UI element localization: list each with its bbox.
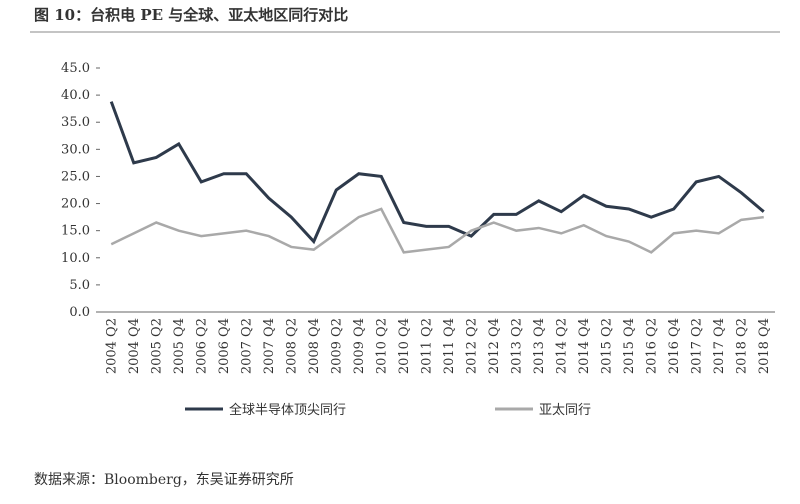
x-tick-label: 2015 Q2 — [599, 318, 614, 374]
x-tick-label: 2004 Q2 — [104, 318, 119, 374]
x-tick-label: 2007 Q2 — [239, 318, 254, 374]
y-tick-label: 35.0 — [61, 115, 90, 130]
x-tick-label: 2012 Q4 — [487, 318, 502, 374]
x-tick-label: 2015 Q4 — [622, 318, 637, 374]
y-tick-label: 40.0 — [61, 88, 90, 103]
y-tick-label: 30.0 — [61, 142, 90, 157]
series-line — [110, 207, 764, 254]
x-tick-label: 2012 Q2 — [464, 318, 479, 374]
y-tick-label: 5.0 — [69, 278, 90, 293]
x-tick-label: 2018 Q4 — [757, 318, 772, 374]
x-tick-label: 2004 Q4 — [127, 318, 142, 374]
x-tick-label: 2017 Q2 — [689, 318, 704, 374]
y-tick-label: 15.0 — [61, 224, 90, 239]
chart-title: 图 10：台积电 PE 与全球、亚太地区同行对比 — [34, 6, 348, 24]
x-tick-label: 2010 Q4 — [397, 318, 412, 374]
source-note: 数据来源：Bloomberg，东吴证券研究所 — [34, 472, 294, 488]
x-tick-label: 2013 Q4 — [532, 318, 547, 374]
y-tick-label: 20.0 — [61, 197, 90, 212]
series-line — [109, 101, 765, 245]
x-tick-label: 2014 Q4 — [577, 318, 592, 374]
legend-label: 全球半导体顶尖同行 — [229, 402, 346, 418]
x-tick-label: 2013 Q2 — [509, 318, 524, 374]
x-tick-label: 2010 Q2 — [374, 318, 389, 374]
x-tick-label: 2006 Q4 — [217, 318, 232, 374]
x-tick-label: 2018 Q2 — [734, 318, 749, 374]
x-tick-label: 2017 Q4 — [712, 318, 727, 374]
x-tick-label: 2005 Q4 — [172, 318, 187, 374]
x-tick-label: 2008 Q2 — [284, 318, 299, 374]
y-tick-label: 0.0 — [69, 305, 90, 320]
y-tick-label: 45.0 — [61, 61, 90, 76]
x-tick-label: 2016 Q2 — [644, 318, 659, 374]
x-tick-label: 2006 Q2 — [194, 318, 209, 374]
x-tick-label: 2009 Q2 — [329, 318, 344, 374]
x-tick-label: 2014 Q2 — [554, 318, 569, 374]
x-tick-label: 2008 Q4 — [307, 318, 322, 374]
x-tick-label: 2007 Q4 — [262, 318, 277, 374]
x-tick-label: 2011 Q4 — [442, 318, 457, 374]
x-tick-label: 2005 Q2 — [149, 318, 164, 374]
x-tick-label: 2016 Q4 — [667, 318, 682, 374]
legend-label: 亚太同行 — [539, 403, 591, 418]
x-tick-label: 2011 Q2 — [419, 318, 434, 374]
x-tick-label: 2009 Q4 — [352, 318, 367, 374]
y-tick-label: 10.0 — [61, 251, 90, 266]
y-tick-label: 25.0 — [61, 169, 90, 184]
